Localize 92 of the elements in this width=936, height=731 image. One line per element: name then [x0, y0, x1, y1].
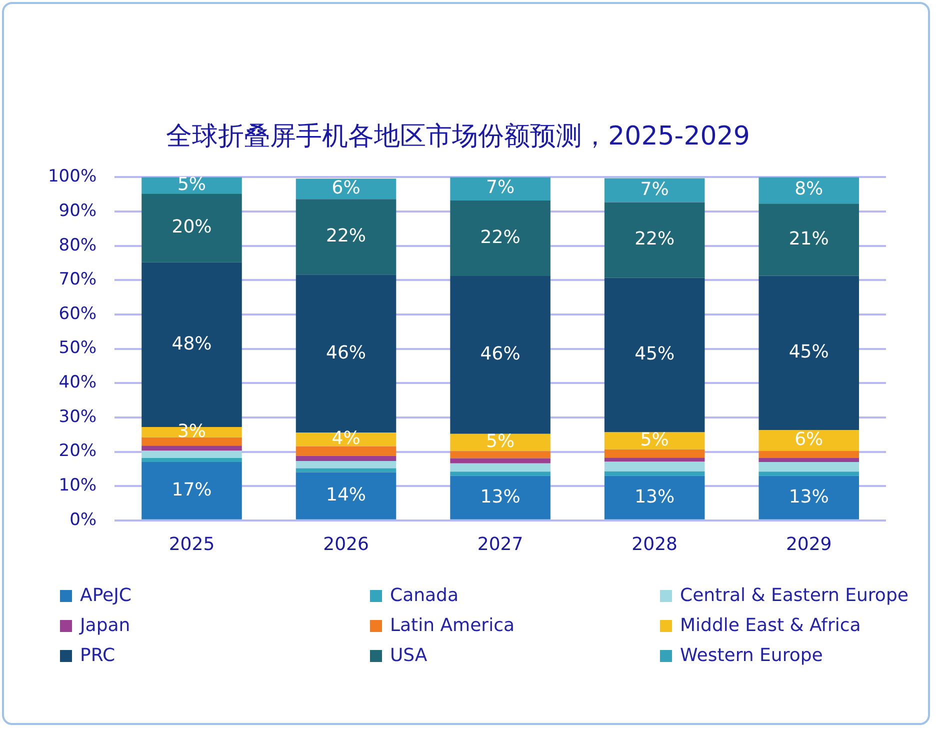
- legend-label: APeJC: [80, 585, 132, 606]
- bar: [450, 463, 550, 472]
- bar: [758, 450, 859, 458]
- y-tick-label: 30%: [58, 406, 97, 427]
- data-label: 3%: [177, 420, 206, 442]
- data-label: 5%: [486, 431, 515, 452]
- data-label: 13%: [480, 486, 520, 508]
- bar: [604, 449, 705, 458]
- y-tick-label: 20%: [58, 441, 97, 462]
- data-label: 4%: [332, 428, 360, 450]
- chart-title: 全球折叠屏手机各地区市场份额预测，2025-2029: [166, 121, 750, 152]
- bar: [604, 202, 705, 278]
- bar: [758, 462, 859, 472]
- y-tick-label: 90%: [58, 200, 97, 221]
- bar: [296, 456, 396, 462]
- bar: [142, 194, 242, 262]
- y-tick-label: 80%: [58, 235, 97, 256]
- legend-label: Middle East & Africa: [680, 615, 861, 636]
- bar: [604, 462, 705, 472]
- data-label: 7%: [486, 177, 515, 198]
- bar: [142, 462, 242, 520]
- bar: [758, 177, 859, 204]
- bar: [758, 276, 859, 430]
- data-label: 13%: [634, 486, 675, 508]
- data-label: 22%: [634, 228, 675, 250]
- y-tick-label: 0%: [70, 510, 97, 530]
- legend-label: PRC: [80, 645, 116, 666]
- legend-label: Latin America: [390, 615, 514, 636]
- bar: [450, 458, 550, 464]
- data-label: 17%: [172, 479, 212, 500]
- data-label: 45%: [788, 342, 829, 363]
- bar: [450, 434, 550, 452]
- data-label: 22%: [480, 226, 520, 248]
- bar: [604, 178, 705, 202]
- data-label: 45%: [634, 344, 675, 365]
- data-label: 8%: [794, 178, 824, 200]
- y-tick-label: 100%: [48, 166, 97, 187]
- data-label: 6%: [794, 429, 824, 450]
- data-label: 20%: [172, 216, 212, 238]
- x-tick-label: 2026: [323, 534, 369, 555]
- bar: [758, 204, 859, 276]
- bar: [296, 468, 396, 472]
- bar: [296, 199, 396, 275]
- bar: [758, 430, 859, 451]
- x-tick-label: 2027: [477, 534, 524, 555]
- bar: [604, 471, 705, 476]
- bar: [142, 437, 242, 446]
- y-tick-label: 40%: [58, 372, 97, 393]
- data-label: 13%: [788, 486, 829, 508]
- data-label: 48%: [172, 333, 212, 354]
- legend-label: Western Europe: [680, 645, 823, 666]
- bar: [142, 458, 242, 462]
- bar: [604, 278, 705, 432]
- data-label: 46%: [480, 344, 520, 365]
- x-tick-label: 2029: [786, 534, 832, 555]
- bar: [450, 451, 550, 458]
- data-label: 46%: [326, 342, 366, 364]
- data-label: 5%: [640, 429, 669, 450]
- data-label: 21%: [788, 228, 829, 250]
- bar: [142, 446, 242, 451]
- data-label: 14%: [326, 484, 366, 506]
- bar: [604, 476, 705, 520]
- bar: [450, 476, 550, 520]
- data-label: 6%: [332, 178, 360, 199]
- bar: [450, 200, 550, 276]
- y-tick-label: 60%: [58, 304, 97, 324]
- y-tick-label: 10%: [58, 476, 97, 496]
- bar: [450, 276, 550, 434]
- bar: [296, 461, 396, 468]
- bar: [296, 178, 396, 200]
- legend-label: Japan: [80, 615, 130, 636]
- data-label: 22%: [326, 226, 366, 247]
- legend-label: Central & Eastern Europe: [680, 585, 908, 606]
- y-tick-label: 50%: [58, 338, 97, 358]
- x-tick-label: 2028: [632, 534, 678, 555]
- bar: [604, 432, 705, 450]
- legend-label: Canada: [390, 585, 458, 606]
- bar: [296, 432, 396, 446]
- bar: [450, 472, 550, 476]
- x-tick-label: 2025: [168, 534, 215, 555]
- data-label: 7%: [640, 178, 669, 200]
- bar: [296, 446, 396, 456]
- bar: [758, 472, 859, 476]
- bar: [142, 450, 242, 458]
- y-tick-label: 70%: [58, 270, 97, 290]
- bar: [604, 458, 705, 462]
- bar: [450, 177, 550, 201]
- bar: [296, 472, 396, 520]
- data-label: 5%: [177, 174, 206, 195]
- legend-label: USA: [390, 645, 428, 666]
- bar: [758, 476, 859, 520]
- bar: [758, 458, 859, 462]
